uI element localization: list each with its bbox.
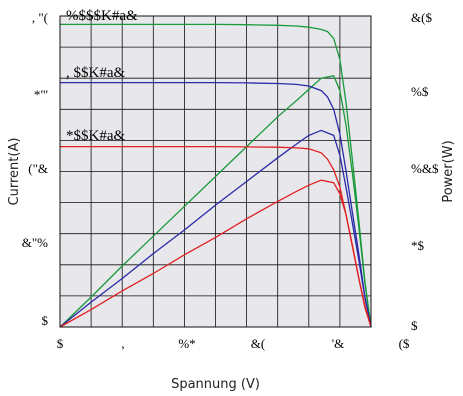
- y-right-tick-label: %&$: [411, 161, 439, 176]
- x-tick-label: ,: [121, 336, 124, 351]
- y-left-tick-label: $: [42, 313, 49, 328]
- y-axis-left-title: Current(A): [7, 138, 22, 206]
- grid: [60, 16, 371, 327]
- y-left-tick-label: , "(: [32, 10, 48, 25]
- plot-frame: [59, 15, 372, 328]
- x-tick-label: &(: [251, 336, 265, 351]
- y-left-tick-label: &"%: [22, 235, 48, 250]
- power-curve-1: [59, 74, 372, 328]
- current-curve-1: [60, 23, 372, 328]
- series-annotation: , $$K#a&: [66, 65, 125, 81]
- plot-border: [59, 15, 372, 328]
- power-curve-2: [59, 129, 372, 328]
- y-right-tick-label: &($: [411, 10, 432, 25]
- annotations: %$$$K#a& , $$K#a& *$$K#a&: [66, 8, 138, 144]
- y-right-tick-label: %$: [411, 84, 429, 99]
- series-annotation: %$$$K#a&: [66, 8, 138, 24]
- x-tick-label: ($: [399, 336, 410, 351]
- x-axis-title: Spannung (V): [171, 377, 260, 392]
- series-annotation: *$$K#a&: [66, 128, 125, 144]
- current-curve-3: [60, 145, 372, 328]
- current-curve-2: [60, 81, 372, 328]
- x-tick-label: $: [57, 336, 64, 351]
- y-axis-right-title: Power(W): [441, 140, 456, 202]
- tick-labels: $, %* &( '& ($ , "( *"' ("& &"% $ &($ %$ %&$ *$ $: [22, 10, 439, 351]
- y-left-tick-label: ("&: [28, 161, 48, 176]
- y-right-tick-label: $: [411, 318, 418, 333]
- x-tick-label: '&: [332, 336, 344, 351]
- y-left-tick-label: *"': [34, 87, 48, 102]
- x-tick-label: %*: [178, 336, 195, 351]
- y-right-tick-label: *$: [411, 238, 425, 253]
- curves: [59, 23, 372, 328]
